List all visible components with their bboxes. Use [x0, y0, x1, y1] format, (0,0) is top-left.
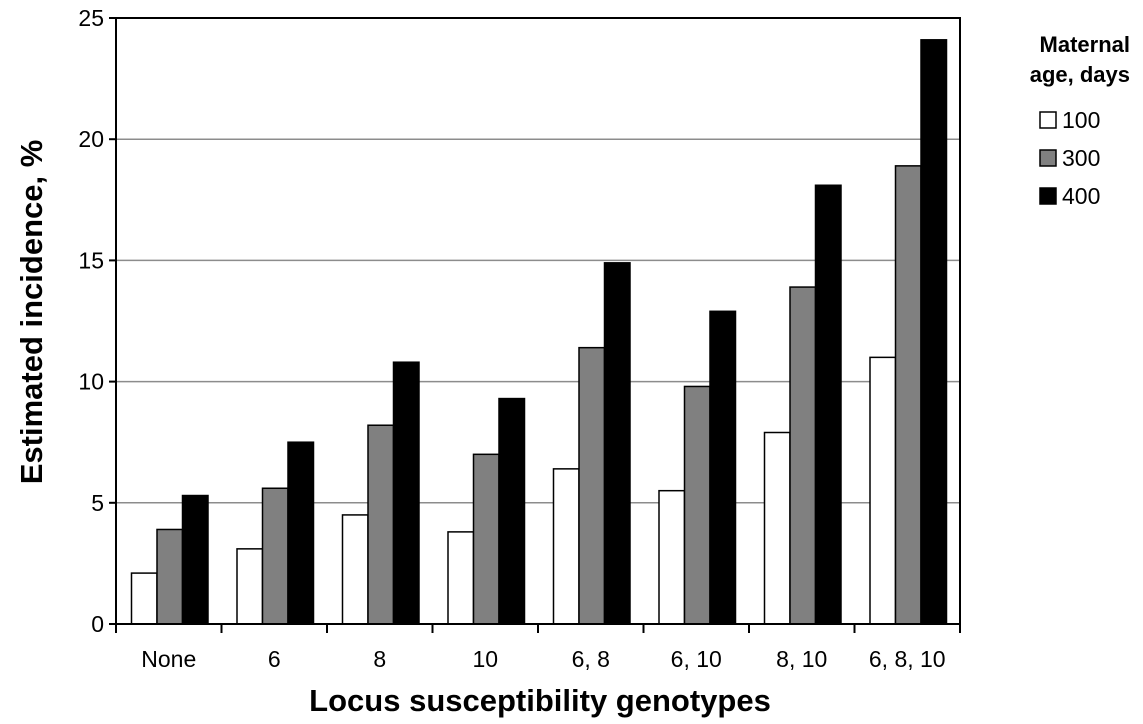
- bar-100: [658, 489, 686, 625]
- axes: 0 5 10 15 20 25 None 6 8 10 6, 8 6, 10 8, 10 6, 8, 10: [78, 5, 961, 672]
- bar-100: [447, 531, 475, 625]
- y-tick-label: 5: [91, 490, 104, 516]
- legend-swatch-300: [1039, 149, 1057, 167]
- bar-300: [789, 286, 817, 625]
- bars: [130, 39, 948, 625]
- legend-swatch-400: [1039, 187, 1057, 205]
- bar-400: [392, 361, 420, 625]
- legend: Maternal age, days 100 300 400: [1030, 32, 1130, 209]
- x-tick-label: 10: [472, 646, 498, 672]
- y-tick-label: 10: [78, 369, 104, 395]
- bar-300: [261, 487, 289, 625]
- legend-title-line-2: age, days: [1030, 62, 1130, 87]
- x-tick-label: 6, 8, 10: [869, 646, 946, 672]
- legend-label-100: 100: [1062, 107, 1100, 133]
- bar-300: [683, 385, 711, 625]
- legend-swatch-100: [1039, 111, 1057, 129]
- bar-300: [367, 424, 395, 625]
- y-tick-label: 15: [78, 247, 104, 273]
- bar-400: [181, 494, 209, 625]
- y-tick-label: 0: [91, 611, 104, 637]
- bar-300: [156, 528, 184, 625]
- bar-300: [894, 165, 922, 625]
- bar-400: [498, 397, 526, 625]
- bar-100: [341, 514, 369, 625]
- plot-frame: [115, 17, 961, 625]
- bar-400: [287, 441, 315, 625]
- x-tick-label: 6: [268, 646, 281, 672]
- legend-title-line-1: Maternal: [1040, 32, 1130, 57]
- x-tick-label: None: [141, 646, 196, 672]
- bar-400: [603, 262, 631, 625]
- x-tick-label: 6, 10: [671, 646, 722, 672]
- x-tick-label: 8: [373, 646, 386, 672]
- bar-400: [709, 310, 737, 625]
- x-tick-label: 6, 8: [572, 646, 610, 672]
- legend-label-400: 400: [1062, 183, 1100, 209]
- bar-100: [869, 356, 897, 625]
- bar-300: [578, 346, 606, 625]
- bar-100: [552, 468, 580, 625]
- bar-100: [236, 548, 264, 625]
- legend-label-300: 300: [1062, 145, 1100, 171]
- bar-400: [814, 184, 842, 625]
- x-tick-label: 8, 10: [776, 646, 827, 672]
- bar-400: [920, 39, 948, 625]
- bar-100: [130, 572, 158, 625]
- x-axis-title: Locus susceptibility genotypes: [309, 683, 771, 718]
- bar-300: [472, 453, 500, 625]
- bar-100: [763, 431, 791, 625]
- y-tick-label: 20: [78, 126, 104, 152]
- y-tick-label: 25: [78, 5, 104, 31]
- y-axis-title: Estimated incidence, %: [14, 140, 49, 485]
